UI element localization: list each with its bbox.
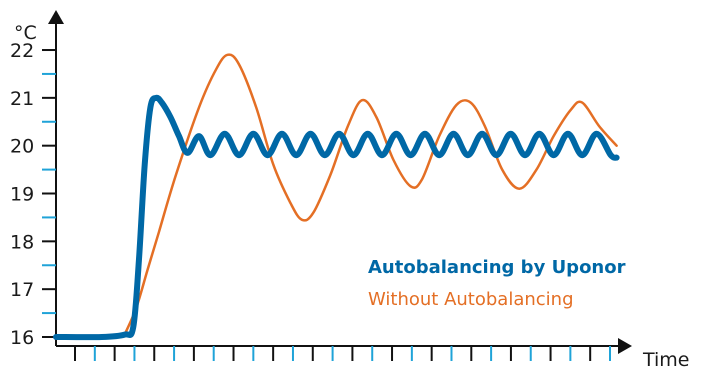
series-line-without-autobalancing <box>123 53 618 336</box>
y-tick-label: 16 <box>10 327 34 349</box>
series-layer <box>53 53 620 341</box>
y-tick-label: 19 <box>10 184 34 206</box>
y-axis-title: °C <box>14 22 37 44</box>
x-ticks <box>74 346 611 361</box>
y-tick-label: 20 <box>10 136 34 158</box>
x-axis-title: Time <box>642 349 690 371</box>
y-tick-label: 17 <box>10 279 34 301</box>
legend-entry-autobalancing: Autobalancing by Uponor <box>368 257 626 278</box>
y-tick-label: 21 <box>10 88 34 110</box>
series-line-autobalancing <box>53 94 620 341</box>
legend: Autobalancing by Uponor Without Autobala… <box>368 257 626 310</box>
axes <box>48 10 632 354</box>
legend-entry-without-autobalancing: Without Autobalancing <box>368 289 574 310</box>
y-axis-arrow <box>48 10 64 24</box>
y-tick-label: 22 <box>10 40 34 62</box>
y-tick-label: 18 <box>10 231 34 253</box>
x-axis-arrow <box>618 338 632 354</box>
y-ticks: 16 17 18 19 20 21 22 <box>10 40 56 349</box>
